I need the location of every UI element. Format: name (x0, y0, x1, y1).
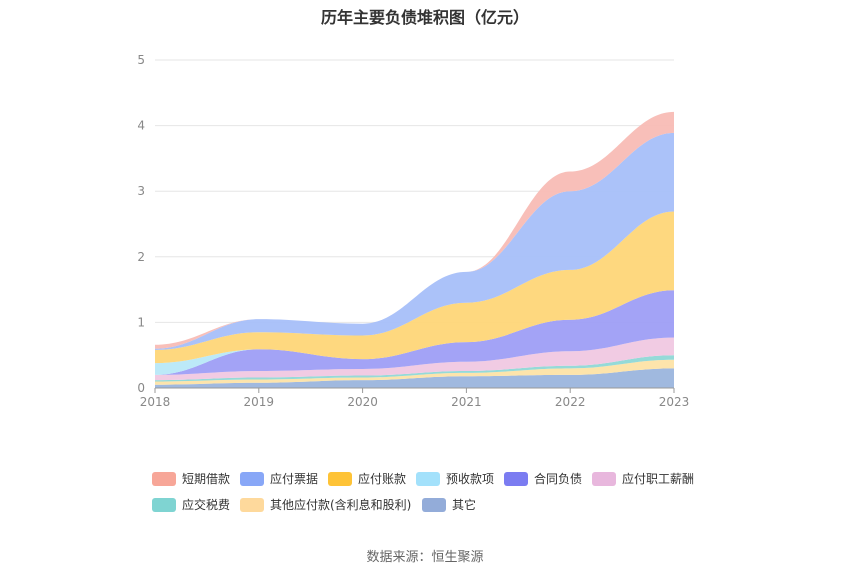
legend-label: 合同负债 (534, 472, 583, 486)
legend-swatch (152, 497, 176, 512)
legend-label: 其他应付款(含利息和股利) (270, 498, 412, 512)
legend-item[interactable]: 其他应付款(含利息和股利) (240, 496, 411, 513)
legend-swatch (152, 471, 176, 486)
area-series-7 (155, 132, 674, 350)
x-tick-label: 2021 (451, 395, 482, 409)
legend-label: 预收款项 (446, 472, 495, 486)
x-tick-label: 2019 (244, 395, 275, 409)
legend-item[interactable]: 其它 (422, 496, 476, 513)
legend-swatch (416, 471, 440, 486)
axes: 0 1 2 3 4 5 2018 2019 2020 2021 2022 2023 (137, 53, 689, 409)
area-series-1 (155, 359, 674, 385)
y-tick-label: 4 (137, 119, 145, 133)
legend-swatch (504, 471, 528, 486)
data-source-note: 数据来源：恒生聚源 (366, 550, 484, 565)
area-series-4 (155, 290, 674, 375)
area-series-6 (155, 211, 674, 364)
legend-swatch (592, 471, 616, 486)
legend-swatch (240, 497, 264, 512)
x-tick-label: 2020 (347, 395, 378, 409)
area-series-2 (155, 355, 674, 382)
area-series-0 (155, 368, 674, 388)
legend-item[interactable]: 应交税费 (152, 496, 230, 513)
legend-label: 其它 (452, 498, 477, 512)
legend-label: 应交税费 (182, 498, 231, 512)
legend-swatch (328, 471, 352, 486)
y-tick-label: 5 (137, 53, 145, 67)
legend-label: 应付职工薪酬 (622, 472, 695, 486)
legend-item[interactable]: 短期借款 (152, 470, 230, 487)
legend-swatch (240, 471, 264, 486)
x-tick-label: 2022 (555, 395, 586, 409)
y-tick-label: 0 (137, 381, 145, 395)
legend-label: 短期借款 (182, 472, 231, 486)
legend-swatch (422, 497, 446, 512)
legend-item[interactable]: 应付职工薪酬 (592, 470, 694, 487)
legend-item[interactable]: 应付账款 (328, 470, 406, 487)
legend-item[interactable]: 应付票据 (240, 470, 318, 487)
legend-label: 应付票据 (270, 472, 319, 486)
x-tick-label: 2018 (140, 395, 171, 409)
area-series (155, 111, 674, 388)
area-series-3 (155, 337, 674, 381)
x-tick-label: 2023 (659, 395, 690, 409)
y-tick-label: 2 (137, 250, 145, 264)
y-tick-label: 3 (137, 184, 145, 198)
chart-title: 历年主要负债堆积图（亿元） (320, 8, 529, 27)
legend-item[interactable]: 合同负债 (504, 470, 582, 487)
legend-item[interactable]: 预收款项 (416, 470, 494, 487)
y-tick-label: 1 (137, 315, 145, 329)
legend-label: 应付账款 (358, 472, 407, 486)
